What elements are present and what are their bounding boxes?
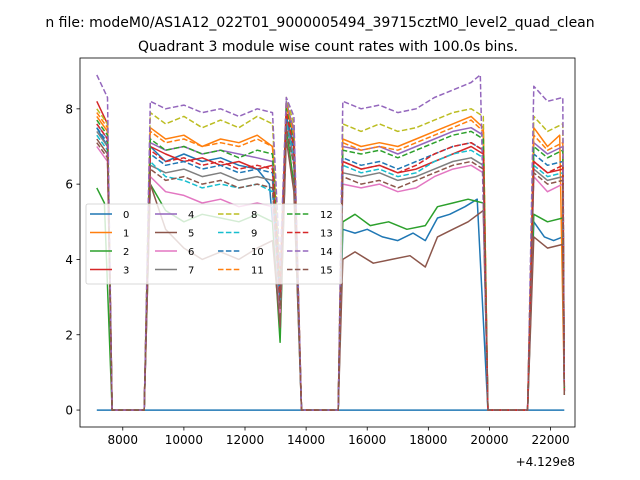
legend-label-1: 1 (123, 229, 129, 240)
axes: 8000 10000 12000 14000 16000 18000 20000 22000 0… (65, 57, 576, 447)
y-tick-label: 4 (65, 253, 73, 267)
y-tick-label: 0 (65, 404, 73, 418)
legend-label-10: 10 (251, 247, 264, 258)
series-line-13 (96, 111, 566, 411)
suptitle: n file: modeM0/AS1A12_022T01_9000005494_… (45, 15, 594, 31)
series-line-15 (96, 126, 566, 411)
legend-box (85, 203, 343, 285)
plot-area (96, 74, 566, 411)
legend-label-13: 13 (320, 229, 333, 240)
legend-label-4: 4 (188, 210, 194, 221)
legend-label-11: 11 (251, 266, 264, 277)
x-tick-label: 14000 (287, 433, 325, 447)
legend-label-3: 3 (123, 266, 129, 277)
legend-label-12: 12 (320, 210, 333, 221)
legend-label-15: 15 (320, 266, 333, 277)
legend-label-9: 9 (251, 229, 257, 240)
x-tick-label: 22000 (531, 433, 569, 447)
x-tick-label: 18000 (409, 433, 447, 447)
legend-label-8: 8 (251, 210, 257, 221)
legend-label-7: 7 (188, 266, 194, 277)
legend-label-5: 5 (188, 229, 194, 240)
x-offset-label: +4.129e8 (516, 455, 575, 469)
legend-label-0: 0 (123, 210, 129, 221)
legend-label-6: 6 (188, 247, 194, 258)
x-tick-label: 10000 (165, 433, 203, 447)
x-tick-label: 16000 (348, 433, 386, 447)
x-tick-label: 8000 (108, 433, 139, 447)
y-tick-label: 6 (65, 178, 73, 192)
y-tick-label: 8 (65, 102, 73, 116)
legend-label-14: 14 (320, 247, 333, 258)
legend-label-2: 2 (123, 247, 129, 258)
x-tick-label: 12000 (226, 433, 264, 447)
axes-frame (79, 57, 576, 428)
chart-title: Quadrant 3 module wise count rates with … (138, 39, 518, 55)
y-tick-label: 2 (65, 328, 73, 342)
series-line-11 (96, 104, 566, 411)
x-tick-label: 20000 (470, 433, 508, 447)
series-group (96, 74, 566, 411)
